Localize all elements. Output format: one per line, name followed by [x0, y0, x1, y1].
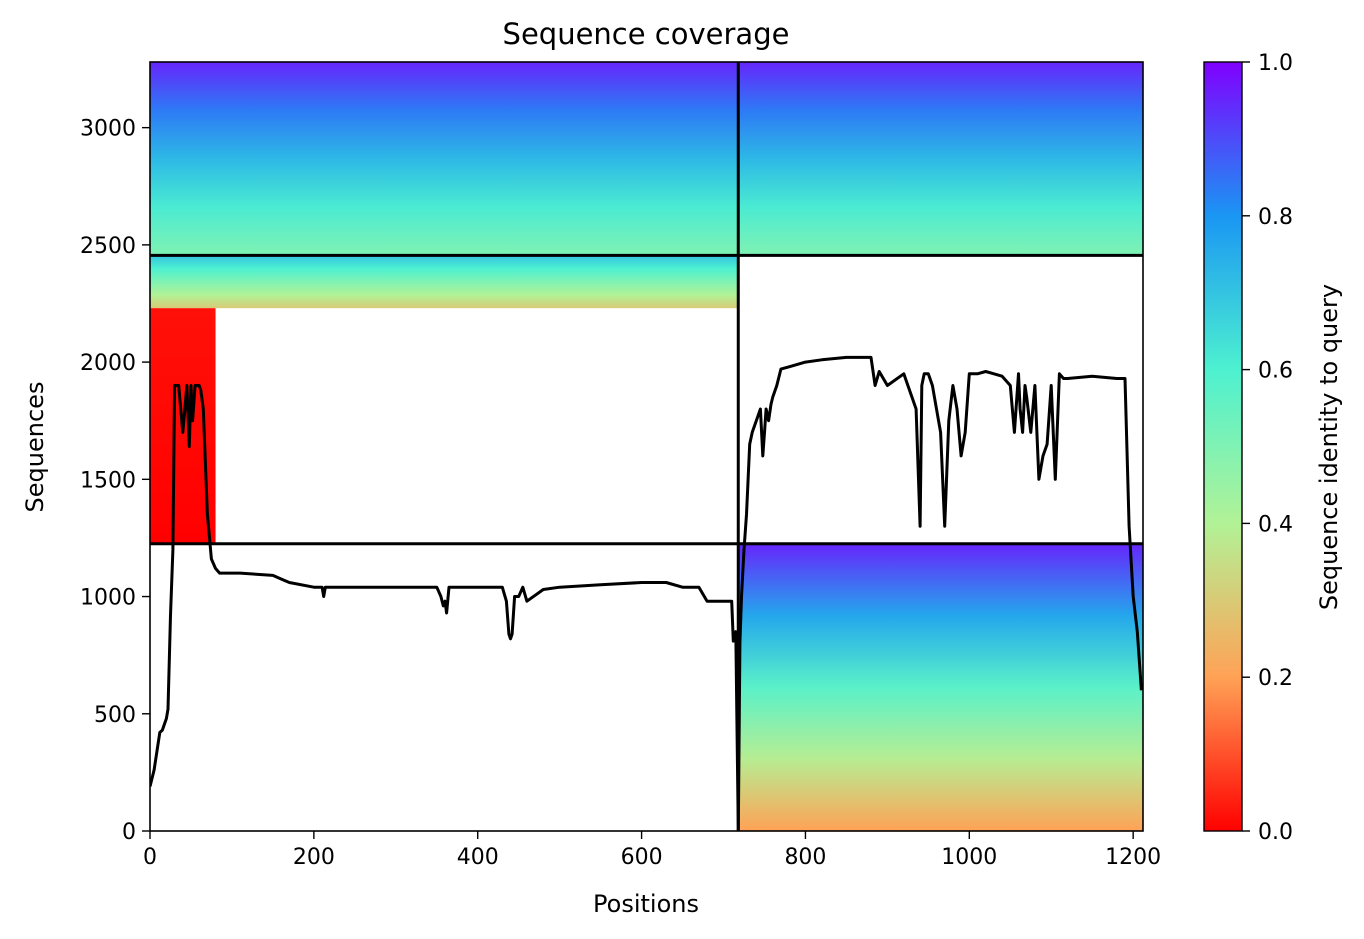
x-tick-label: 1000: [941, 845, 997, 870]
colorbar-tick-label: 0.6: [1258, 359, 1293, 384]
plot-frame: [149, 61, 1144, 832]
y-tick-label: 2500: [80, 234, 136, 259]
colorbar-tick-label: 0.2: [1258, 666, 1293, 691]
x-tick-label: 1200: [1105, 845, 1161, 870]
heatmap-block: [150, 62, 739, 256]
colorbar-tick-label: 0.4: [1258, 512, 1293, 537]
x-tick-label: 800: [784, 845, 826, 870]
coverage-line: [150, 355, 1143, 831]
colorbar-tick-label: 1.0: [1258, 51, 1293, 76]
x-axis-label: Positions: [593, 890, 699, 918]
x-tick-label: 600: [621, 845, 663, 870]
y-tick-label: 0: [122, 820, 136, 845]
x-tick-label: 0: [143, 845, 157, 870]
heatmap-block: [738, 543, 1143, 831]
y-axis-label: Sequences: [21, 382, 49, 513]
y-tick-label: 1000: [80, 586, 136, 611]
y-tick-label: 3000: [80, 117, 136, 142]
chart-title: Sequence coverage: [503, 17, 790, 51]
heatmap-blocks: [150, 62, 1143, 831]
x-tick-label: 200: [293, 845, 335, 870]
colorbar-tick-label: 0.0: [1258, 820, 1293, 845]
heatmap-block: [150, 255, 739, 309]
colorbar-ticks: 0.0 0.2 0.4 0.6 0.8 1.0: [1242, 51, 1293, 845]
y-axis: 0 500 1000 1500 2000 2500 3000: [80, 117, 150, 845]
colorbar-label: Sequence identity to query: [1315, 284, 1343, 610]
y-tick-label: 500: [94, 703, 136, 728]
colorbar: [1203, 61, 1243, 832]
y-tick-label: 2000: [80, 351, 136, 376]
y-tick-label: 1500: [80, 468, 136, 493]
x-axis: 0 200 400 600 800 1000 1200: [143, 831, 1161, 870]
heatmap-block: [738, 62, 1143, 256]
colorbar-tick-label: 0.8: [1258, 205, 1293, 230]
x-tick-label: 400: [457, 845, 499, 870]
